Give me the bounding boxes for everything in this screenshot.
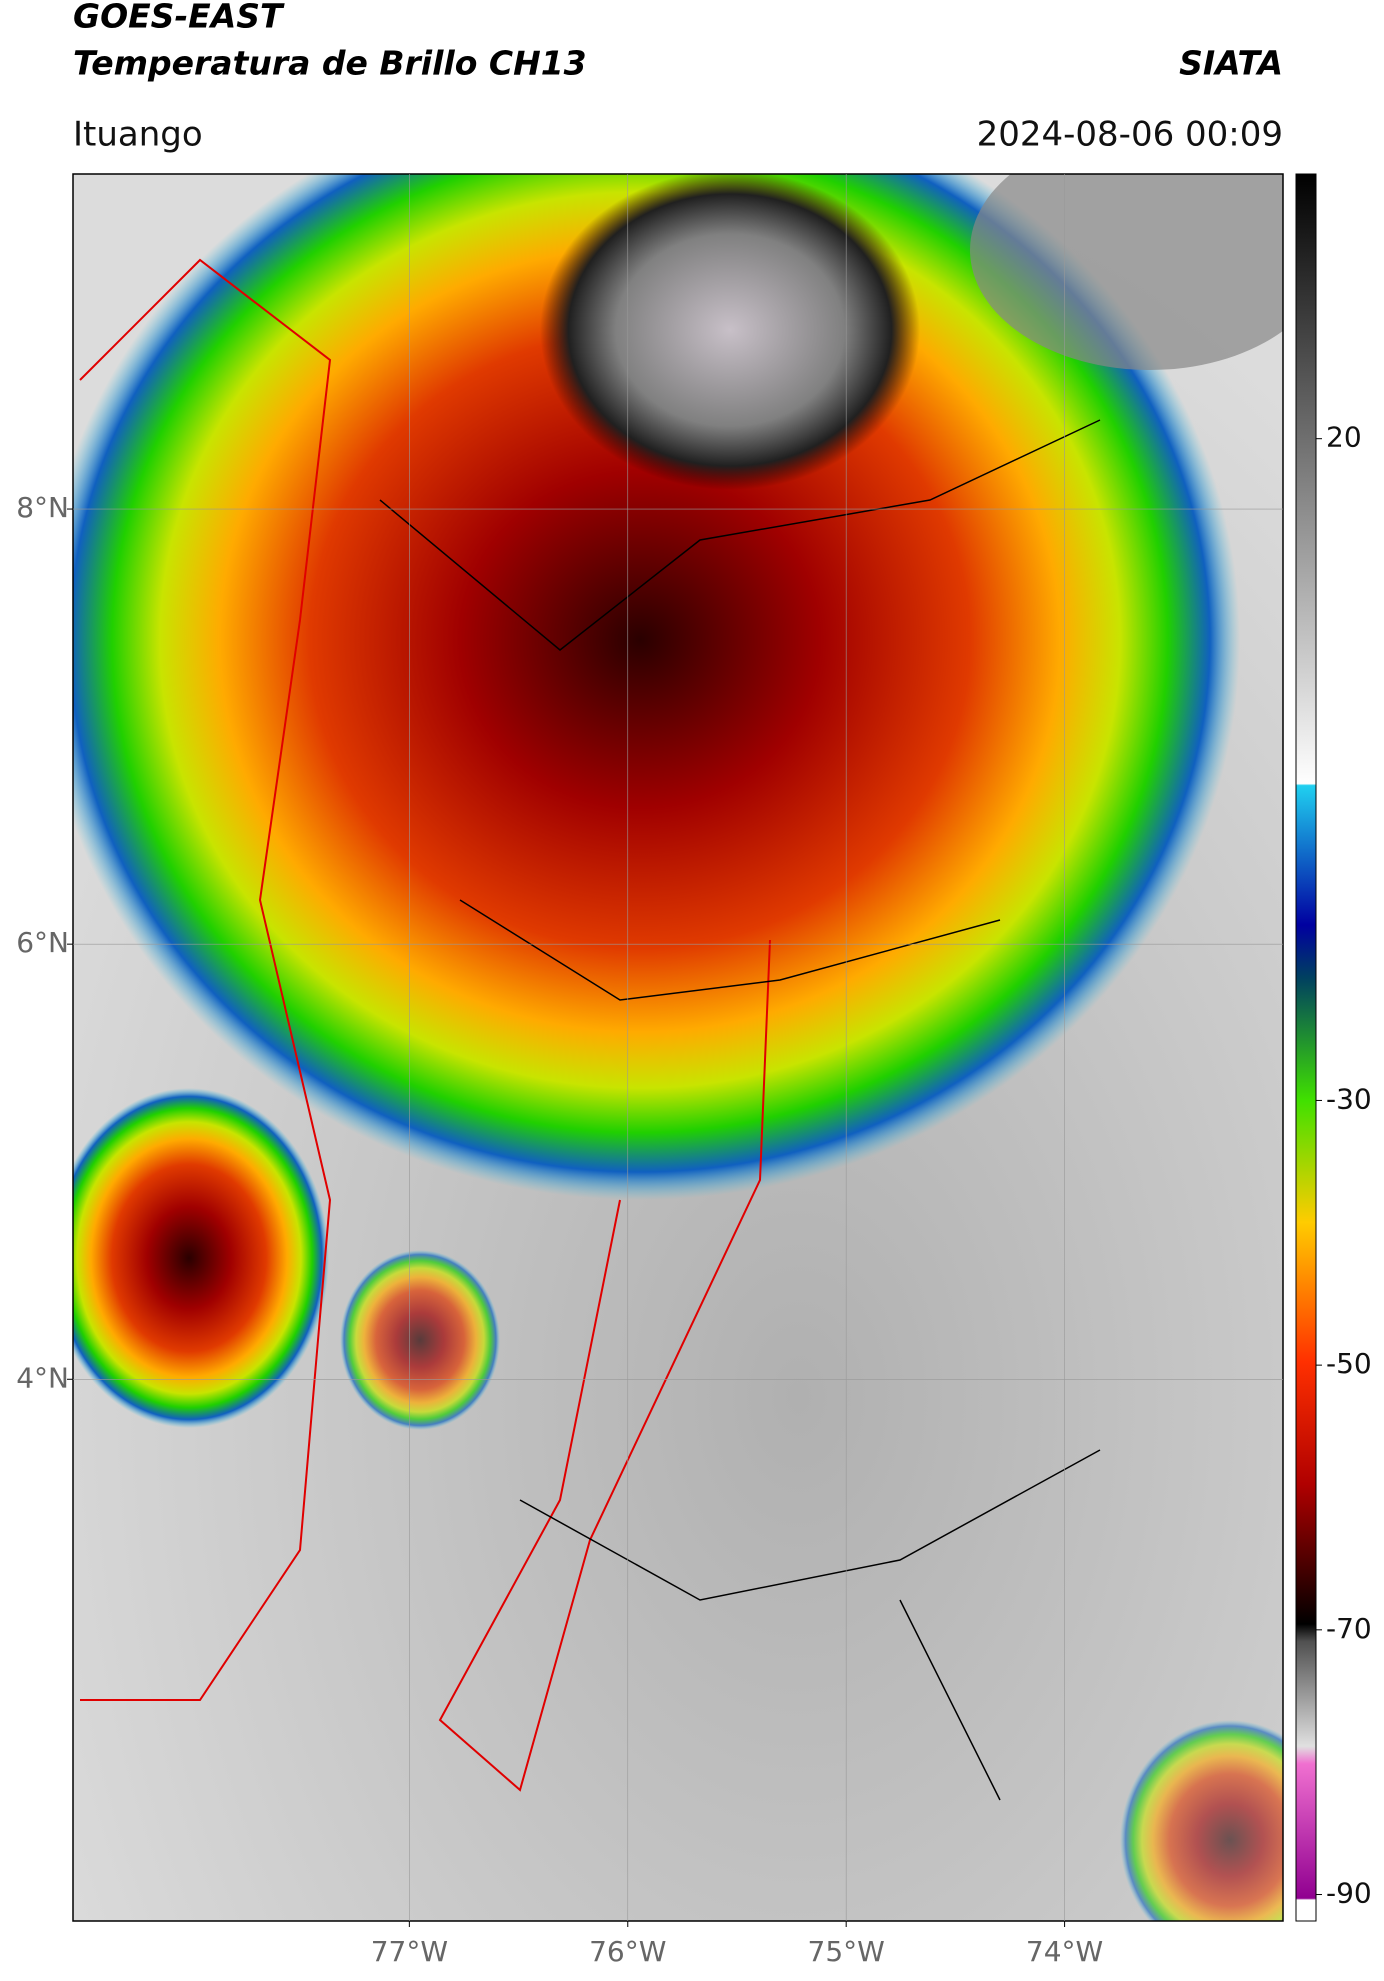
x-tick-label: 76°W xyxy=(589,1935,666,1968)
datetime-label: 2024-08-06 00:09 xyxy=(977,115,1283,155)
y-tick-label: 4°N xyxy=(16,1361,69,1394)
x-tick-label: 75°W xyxy=(808,1935,885,1968)
y-tick-label: 8°N xyxy=(16,491,69,524)
colorbar-tick-label: -30 xyxy=(1326,1082,1372,1115)
x-tick-label: 74°W xyxy=(1026,1935,1103,1968)
satellite-title: GOES-EAST xyxy=(73,0,285,36)
product-title: Temperatura de Brillo CH13 xyxy=(73,44,587,83)
map-frame xyxy=(72,173,1284,1922)
location-label: Ituango xyxy=(73,115,203,155)
satellite-image xyxy=(73,174,1283,1921)
colorbar-tick-label: -50 xyxy=(1326,1347,1372,1380)
colorbar-tick-label: 20 xyxy=(1326,421,1362,454)
org-label: SIATA xyxy=(1179,44,1283,83)
colorbar-tick-label: -90 xyxy=(1326,1877,1372,1910)
x-tick-label: 77°W xyxy=(371,1935,448,1968)
colorbar xyxy=(1295,173,1317,1922)
y-tick-label: 6°N xyxy=(16,926,69,959)
colorbar-tick-label: -70 xyxy=(1326,1612,1372,1645)
